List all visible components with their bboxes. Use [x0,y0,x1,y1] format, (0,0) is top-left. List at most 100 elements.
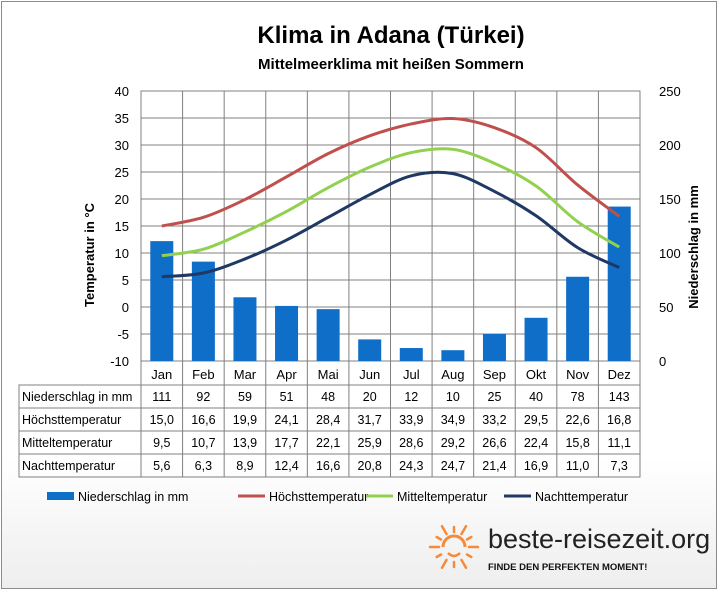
x-tick-label: Okt [526,367,547,382]
table-cell-mean-temperature: 9,5 [153,436,170,450]
x-tick-label: Nov [566,367,590,382]
table-cell-high-temperature: 34,9 [441,413,465,427]
x-tick-label: Sep [483,367,506,382]
precipitation-bar [482,334,506,361]
sun-logo-icon [428,524,480,570]
table-cell-precipitation: 12 [404,390,418,404]
y-right-tick-label: 50 [659,300,673,315]
temperature-lines [161,116,621,279]
x-tick-label: Mai [318,367,339,382]
table-cell-mean-temperature: 11,1 [608,436,631,450]
legend-label: Höchsttemperatur [269,490,368,504]
sun-ray [460,524,468,536]
table-cell-precipitation: 48 [321,390,335,404]
precipitation-bar [441,350,465,361]
table-cell-night-temperature: 6,3 [195,459,212,473]
y-left-tick-label: 5 [122,273,129,288]
legend-label: Niederschlag in mm [78,490,188,504]
precipitation-bar [399,348,423,361]
table-cell-precipitation: 59 [238,390,252,404]
table-cell-high-temperature: 33,9 [399,413,423,427]
legend-label: Mitteltemperatur [397,490,487,504]
table-cell-high-temperature: 24,1 [274,413,298,427]
table-cell-high-temperature: 16,6 [191,413,215,427]
y-right-tick-label: 250 [659,84,681,99]
precipitation-bar [358,339,382,361]
x-tick-label: Apr [276,367,297,382]
y-left-tick-label: 10 [115,246,129,261]
precipitation-bar [566,276,590,361]
table-cell-precipitation: 20 [363,390,377,404]
y-right-tick-label: 100 [659,246,681,261]
table-cell-mean-temperature: 15,8 [565,436,589,450]
y-left-tick-label: 0 [122,300,129,315]
table-cell-precipitation: 10 [446,390,460,404]
sun-ray [460,558,468,570]
sun-ray [440,558,448,570]
table-cell-high-temperature: 19,9 [233,413,257,427]
chart-title: Klima in Adana (Türkei) [257,22,524,49]
legend-swatch-precipitation [47,492,74,500]
table-cell-precipitation: 51 [280,390,294,404]
x-tick-label: Mar [234,367,257,382]
table-cell-mean-temperature: 28,6 [399,436,423,450]
legend: Niederschlag in mm Höchsttemperatur Mittel… [47,490,628,504]
table-cell-high-temperature: 22,6 [565,413,589,427]
table-cell-precipitation: 40 [529,390,543,404]
x-tick-label: Jun [359,367,380,382]
table-cell-high-temperature: 28,4 [316,413,340,427]
table-cell-high-temperature: 16,8 [607,413,631,427]
table-cell-high-temperature: 31,7 [358,413,382,427]
table-cell-mean-temperature: 10,7 [191,436,215,450]
y-left-tick-label: 40 [115,84,129,99]
table-cell-mean-temperature: 22,1 [316,436,340,450]
table-cell-night-temperature: 8,9 [236,459,253,473]
sun-smile [447,552,461,558]
y-axis-right-title: Niederschlag in mm [686,185,701,309]
legend-label: Nachttemperatur [535,490,628,504]
table-cell-precipitation: 78 [571,390,585,404]
table-cell-mean-temperature: 25,9 [358,436,382,450]
table-cell-night-temperature: 11,0 [566,459,589,473]
y-left-tick-label: -5 [117,327,129,342]
table-cell-mean-temperature: 17,7 [274,436,298,450]
y-left-tick-label: 35 [115,111,129,126]
table-cell-night-temperature: 21,4 [482,459,506,473]
precipitation-bar [316,309,340,361]
sun-ray [465,535,473,541]
sun-ray [440,524,448,536]
y-left-tick-label: 30 [115,138,129,153]
sun-ray [435,535,443,541]
table-cell-precipitation: 25 [488,390,502,404]
table-cell-mean-temperature: 29,2 [441,436,465,450]
y-right-tick-label: 200 [659,138,681,153]
mean-temperature-line [161,147,620,258]
table-cell-high-temperature: 15,0 [150,413,174,427]
table-cell-high-temperature: 33,2 [482,413,506,427]
table-cell-night-temperature: 12,4 [274,459,298,473]
table-cell-mean-temperature: 13,9 [233,436,257,450]
precipitation-bar [275,305,299,361]
data-table: Niederschlag in mm 111 92 59 51 48 20 12 10 25 40 7… [18,361,641,478]
night-temperature-line [161,170,620,279]
x-tick-label: Jul [403,367,420,382]
precipitation-bar [191,261,215,361]
table-cell-mean-temperature: 26,6 [482,436,506,450]
sun-ray [465,553,473,559]
y-left-tick-label: -10 [110,354,129,369]
x-tick-label: Dez [608,367,631,382]
x-tick-label: Aug [441,367,464,382]
brand-name: beste-reisezeit.org [488,524,710,554]
x-tick-label: Feb [192,367,214,382]
table-row-header: Niederschlag in mm [22,390,132,404]
precipitation-bar [607,206,631,361]
table-cell-night-temperature: 24,7 [441,459,465,473]
chart-subtitle: Mittelmeerklima mit heißen Sommern [258,56,524,73]
y-left-tick-label: 15 [115,219,129,234]
y-left-tick-label: 20 [115,192,129,207]
x-tick-label: Jan [151,367,172,382]
high-temperature-line [161,116,621,228]
precipitation-bar [233,297,257,361]
branding: beste-reisezeit.org FINDE DEN PERFEKTEN … [428,524,710,573]
table-cell-night-temperature: 5,6 [153,459,170,473]
